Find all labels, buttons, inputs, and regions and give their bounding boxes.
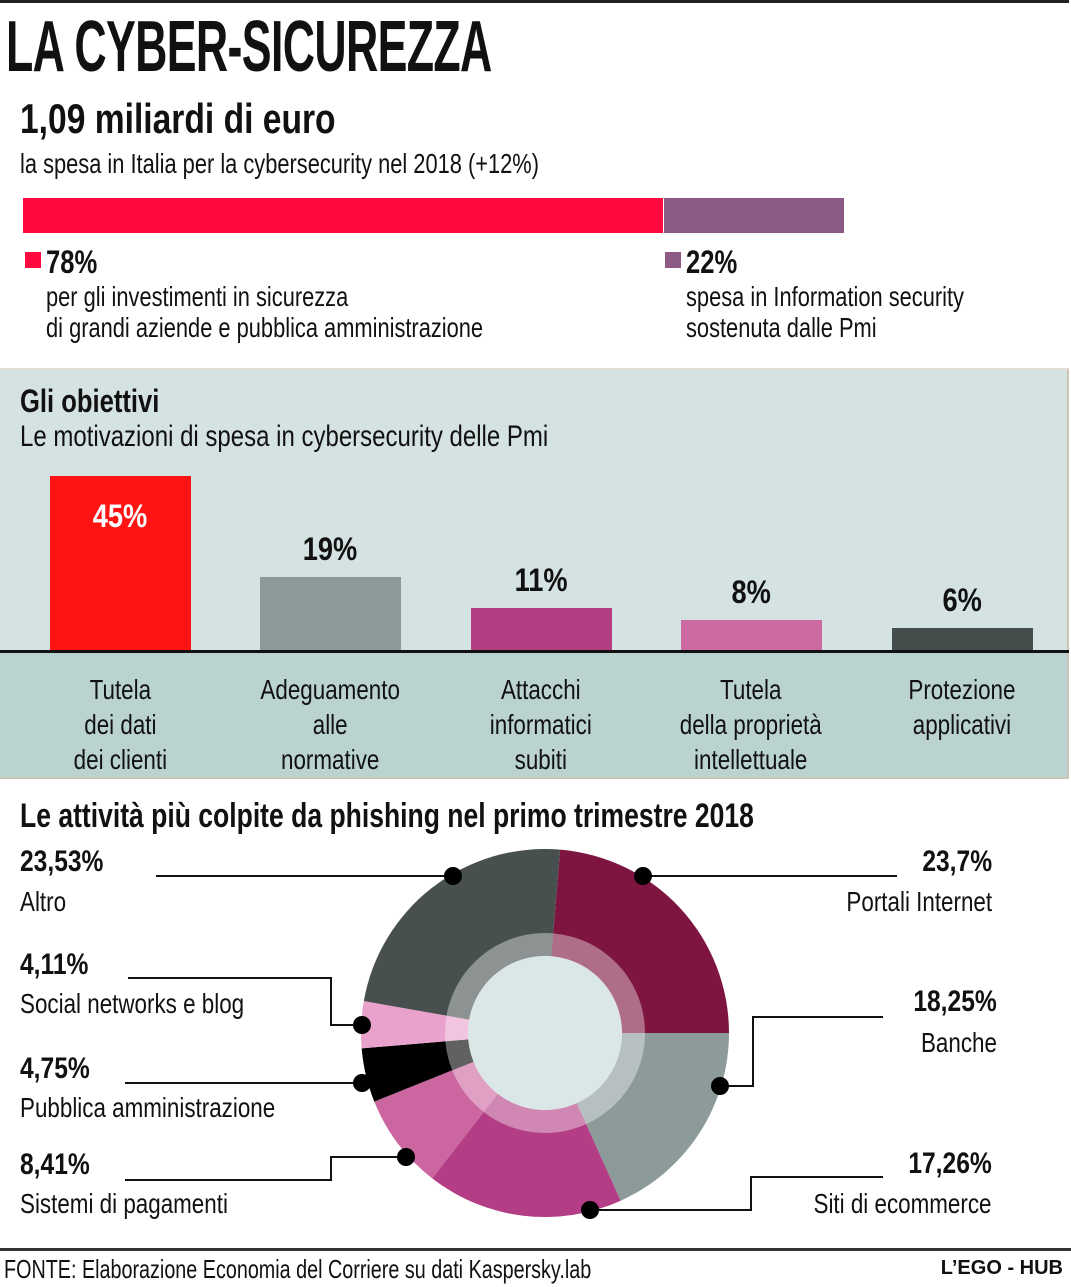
category-label-0: Tutela dei dati dei clienti bbox=[73, 674, 167, 775]
objectives-title: Gli obiettivi bbox=[20, 383, 160, 419]
objectives-label-band bbox=[0, 653, 1067, 777]
bar-2 bbox=[471, 608, 612, 651]
donut-center bbox=[468, 956, 622, 1110]
slice-name-label-0: Portali Internet bbox=[846, 886, 992, 917]
headline-description: la spesa in Italia per la cybersecurity … bbox=[20, 148, 539, 179]
leader-dot-2 bbox=[581, 1201, 599, 1219]
donut-inner-ring-2 bbox=[483, 1093, 587, 1133]
slice-pct-label-5: 4,11% bbox=[20, 948, 89, 981]
bar-1 bbox=[260, 577, 401, 651]
donut-inner-ring-6 bbox=[446, 932, 554, 1020]
category-label-2: Attacchi informatici subiti bbox=[489, 674, 593, 775]
donut-slice-pubblica-amministrazione bbox=[361, 1039, 474, 1102]
bar-0 bbox=[50, 476, 191, 651]
slice-pct-label-3: 8,41% bbox=[20, 1148, 90, 1181]
leader-dot-5 bbox=[353, 1016, 371, 1034]
category-label-4: Protezione applicativi bbox=[908, 674, 1016, 740]
bar-4 bbox=[892, 628, 1033, 651]
headline-amount: 1,09 miliardi di euro bbox=[20, 95, 336, 142]
donut-inner-ring-0 bbox=[551, 933, 645, 1034]
legend-pct-pmi: 22% bbox=[686, 244, 738, 280]
slice-name-label-5: Social networks e blog bbox=[20, 988, 245, 1019]
leader-dot-6 bbox=[444, 867, 462, 885]
category-label-3: Tutela della proprietà intellettuale bbox=[680, 674, 822, 775]
legend-swatch-large-companies bbox=[25, 252, 41, 268]
legend-text-pmi: spesa in Information security sostenuta d… bbox=[686, 281, 964, 343]
slice-pct-label-2: 17,26% bbox=[908, 1147, 992, 1180]
leader-line-3 bbox=[125, 1156, 406, 1181]
donut-slice-altro bbox=[363, 849, 561, 1020]
legend-pct-large-companies: 78% bbox=[46, 244, 98, 280]
donut-inner-ring-5 bbox=[445, 1015, 470, 1042]
slice-name-label-6: Altro bbox=[20, 886, 67, 917]
slice-name-label-4: Pubblica amministrazione bbox=[20, 1092, 276, 1123]
slice-pct-label-6: 23,53% bbox=[20, 845, 104, 878]
donut-slice-siti-di-ecommerce bbox=[432, 1093, 621, 1217]
slice-name-label-1: Banche bbox=[921, 1027, 997, 1058]
leader-line-2 bbox=[590, 1176, 883, 1211]
bar-value-label-4: 6% bbox=[942, 582, 983, 618]
stacked-bar-segment-pmi bbox=[664, 198, 844, 233]
slice-pct-label-0: 23,7% bbox=[922, 845, 992, 878]
source-note: FONTE: Elaborazione Economia del Corrier… bbox=[4, 1254, 592, 1284]
slice-pct-label-4: 4,75% bbox=[20, 1052, 90, 1085]
donut-inner-ring-3 bbox=[452, 1061, 498, 1112]
leader-dot-0 bbox=[634, 867, 652, 885]
donut-slice-social-networks-e-blog bbox=[360, 1001, 470, 1049]
donut-slice-banche bbox=[576, 1033, 729, 1201]
phishing-title: Le attività più colpite da phishing nel … bbox=[20, 797, 754, 835]
bar-value-label-1: 19% bbox=[303, 531, 358, 567]
bar-value-label-0: 45% bbox=[93, 498, 148, 534]
bottom-rule bbox=[0, 1248, 1071, 1251]
top-rule bbox=[0, 0, 1069, 3]
page-title: LA CYBER-SICUREZZA bbox=[6, 7, 492, 87]
brand-logo: L’EGO - HUB bbox=[940, 1257, 1063, 1279]
leader-dot-4 bbox=[353, 1074, 371, 1092]
donut-inner-ring-1 bbox=[576, 1033, 645, 1125]
bar-chart-baseline bbox=[0, 650, 1069, 653]
legend-text-large-companies: per gli investimenti in sicurezza di gran… bbox=[46, 281, 484, 343]
bar-value-label-2: 11% bbox=[515, 562, 568, 598]
objectives-subtitle: Le motivazioni di spesa in cybersecurity… bbox=[20, 420, 549, 453]
legend-swatch-pmi bbox=[665, 252, 681, 268]
category-label-1: Adeguamento alle normative bbox=[260, 674, 400, 775]
leader-line-1 bbox=[720, 1016, 883, 1087]
donut-slice-portali-internet bbox=[551, 849, 729, 1034]
slice-name-label-2: Siti di ecommerce bbox=[813, 1188, 992, 1219]
slice-name-label-3: Sistemi di pagamenti bbox=[20, 1188, 228, 1219]
leader-dot-1 bbox=[711, 1077, 729, 1095]
bar-value-label-3: 8% bbox=[731, 574, 772, 610]
slice-pct-label-1: 18,25% bbox=[913, 985, 997, 1018]
bar-3 bbox=[681, 620, 822, 651]
leader-line-5 bbox=[128, 977, 362, 1026]
donut-inner-ring-4 bbox=[445, 1039, 474, 1071]
leader-dot-3 bbox=[397, 1148, 415, 1166]
stacked-bar-segment-large-companies bbox=[23, 198, 663, 233]
